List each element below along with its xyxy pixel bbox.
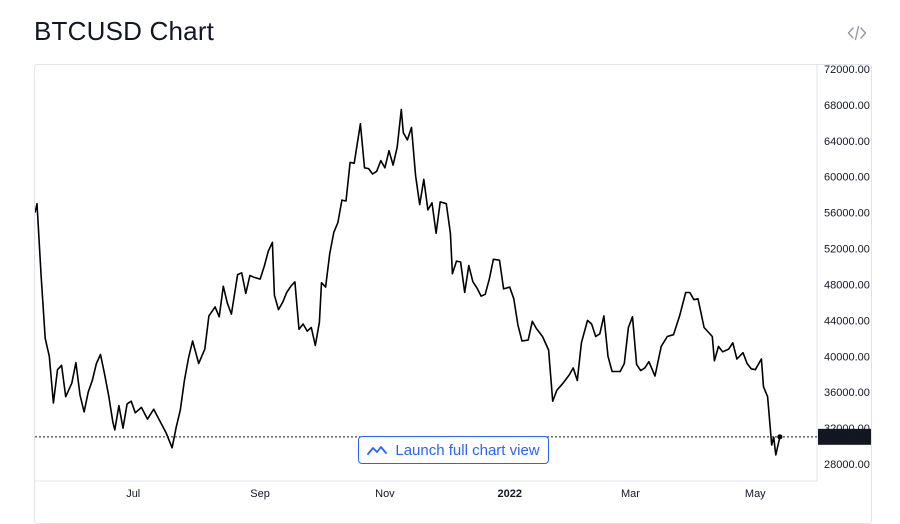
x-tick-label: Nov [375,488,395,500]
y-tick-label: 44000.00 [824,315,870,327]
price-chart[interactable]: 72000.00 68000.00 64000.00 60000.00 56000.00… [35,65,872,524]
x-tick-label: Mar [621,488,640,500]
y-tick-label: 60000.00 [824,172,870,184]
x-tick-label: 2022 [498,488,522,500]
y-tick-label: 40000.00 [824,351,870,363]
x-tick-label: Jul [126,488,140,500]
page-title: BTCUSD Chart [34,16,215,46]
price-series-line [35,108,781,456]
launch-full-chart-label: Launch full chart view [395,441,540,459]
launch-full-chart-button[interactable]: Launch full chart view [358,436,549,464]
last-price-label: 31027.40 [823,432,869,444]
x-tick-label: Sep [250,488,270,500]
y-tick-label: 56000.00 [824,208,870,220]
y-tick-label: 64000.00 [824,136,870,148]
x-tick-label: May [745,488,766,500]
y-tick-label: 72000.00 [824,65,870,76]
code-embed-icon [847,25,867,41]
chart-container[interactable]: 72000.00 68000.00 64000.00 60000.00 56000.00… [34,64,872,524]
y-tick-label: 28000.00 [824,459,870,471]
y-tick-label: 36000.00 [824,387,870,399]
last-price-tag [818,428,871,445]
last-price-marker [777,434,783,440]
y-tick-label: 52000.00 [824,244,870,256]
y-tick-label: 48000.00 [824,279,870,291]
embed-code-button[interactable] [845,22,869,44]
chart-line-icon [367,446,388,455]
y-tick-label: 68000.00 [824,100,870,112]
